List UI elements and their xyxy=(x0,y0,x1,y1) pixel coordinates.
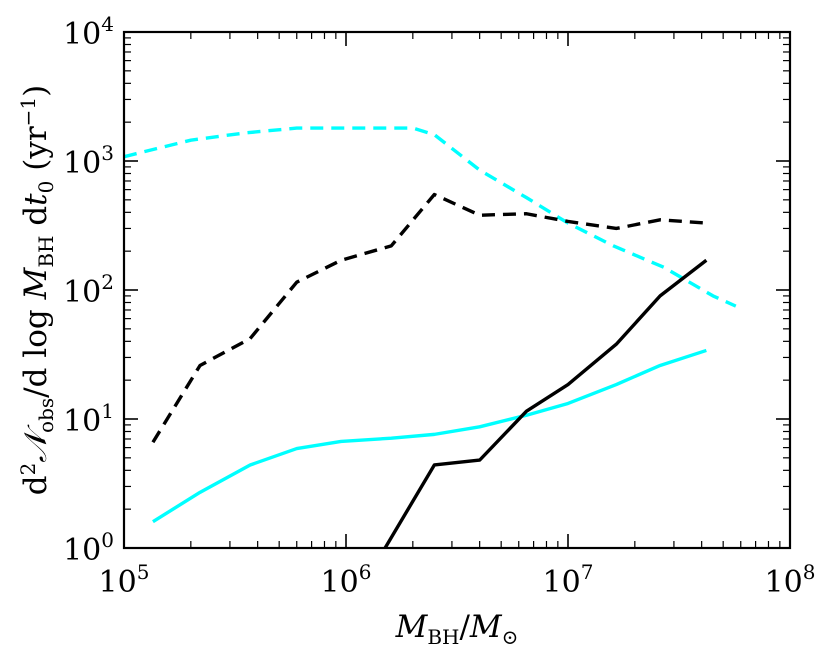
y-tick-label: 102 xyxy=(63,270,114,310)
y-tick-labels: 100 101 102 103 104 xyxy=(63,12,114,568)
series-line-black-solid xyxy=(383,258,708,549)
minor-ticks xyxy=(124,32,790,548)
series-line-cyan-solid xyxy=(152,348,707,524)
y-tick-label: 103 xyxy=(63,141,114,181)
x-tick-label: 106 xyxy=(321,560,372,600)
series-layer xyxy=(123,126,737,549)
x-tick-label: 105 xyxy=(99,560,150,600)
y-axis-label: d2𝒩obs/d log MBH dt0 (yr−1) xyxy=(16,85,58,496)
plot-frame xyxy=(122,30,792,550)
series-line-black-dashed xyxy=(151,192,707,444)
y-tick-label: 104 xyxy=(63,12,114,52)
x-tick-label: 108 xyxy=(765,560,816,600)
x-tick-label: 107 xyxy=(543,560,594,600)
y-tick-label: 100 xyxy=(63,528,114,568)
x-tick-labels: 105 106 107 108 xyxy=(99,560,816,600)
x-axis-label: MBH/M⊙ xyxy=(395,609,519,649)
y-tick-label: 101 xyxy=(63,399,114,439)
